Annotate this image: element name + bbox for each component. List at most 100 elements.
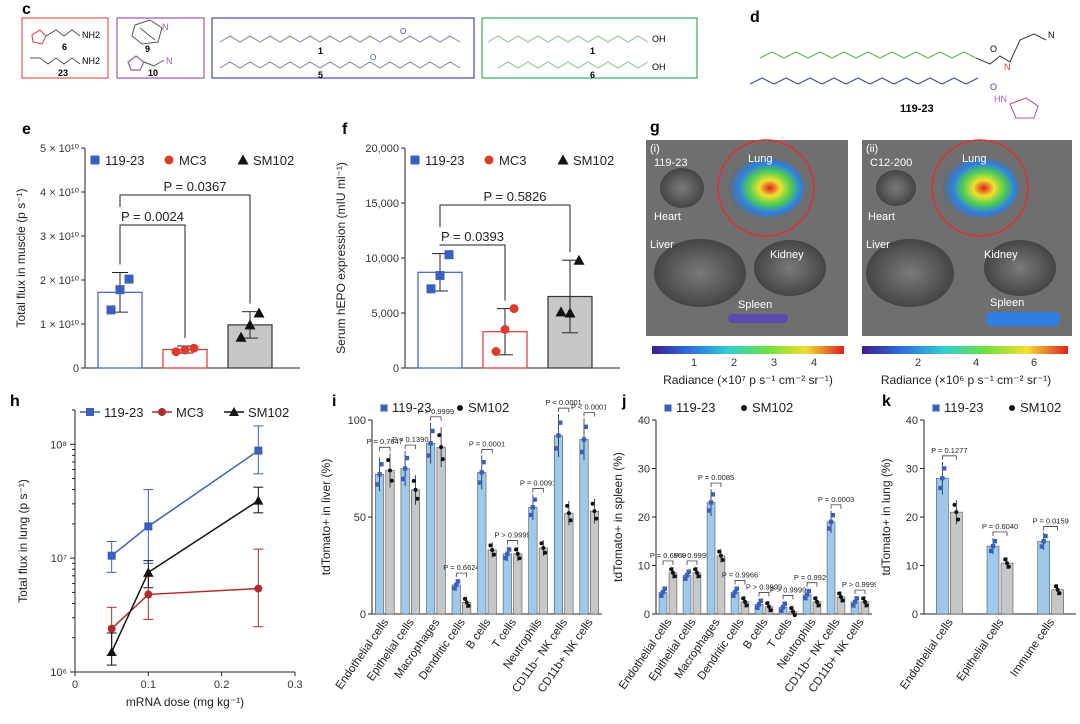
g1-tick: 4	[811, 357, 817, 369]
data-point	[693, 567, 698, 572]
data-point	[941, 466, 947, 471]
legend-label: MC3	[179, 153, 206, 168]
panel-g-label: g	[650, 119, 660, 136]
significance-bracket	[119, 224, 186, 338]
legend-label: 119-23	[425, 153, 465, 168]
panel-i: i 0 50 100 tdTomato+ in liver (%) 119-23 SM10…	[310, 392, 607, 719]
data-point	[543, 550, 548, 555]
panel-c-svg: c NH2 6 NH2 23 N 9 N 10 O 1 O 5 OH 1 OH …	[21, 1, 698, 80]
data-point	[573, 254, 585, 265]
panel-f: f 0 5,000 10,000 15,000 20,000 Serum hEPO exp…	[320, 120, 640, 380]
amine-nh2-1: NH2	[82, 30, 100, 40]
data-point	[386, 458, 391, 463]
data-point	[813, 596, 818, 601]
data-point	[780, 605, 786, 610]
acid-chain	[759, 51, 977, 59]
isocyanide-box	[116, 17, 205, 79]
data-point	[490, 547, 495, 552]
panel-h-label: h	[10, 393, 20, 410]
panel-i-label: i	[332, 393, 336, 410]
legend-label: SM102	[253, 153, 294, 168]
adamantane-shape	[131, 19, 163, 45]
data-point	[814, 599, 819, 604]
legend-marker	[557, 154, 569, 165]
data-point	[768, 608, 773, 613]
legend-marker	[457, 405, 463, 411]
data-point	[506, 547, 512, 552]
data-point	[426, 284, 436, 294]
y-tick-label: 4 × 10¹⁰	[40, 187, 80, 199]
legend-label: 119-23	[104, 405, 144, 420]
data-point	[107, 624, 116, 633]
legend-marker	[1009, 405, 1015, 411]
data-point	[708, 500, 714, 505]
data-point	[861, 596, 866, 601]
data-point	[413, 487, 418, 492]
data-point	[556, 433, 561, 438]
bar-119-23	[579, 439, 589, 615]
bar-SM102	[692, 572, 702, 615]
data-point	[517, 556, 522, 561]
data-point	[404, 455, 410, 461]
data-point	[401, 476, 406, 482]
data-point	[253, 307, 265, 318]
significance-bracket	[854, 589, 866, 595]
x-tick-label: 0.3	[287, 679, 302, 691]
panel-f-label: f	[342, 121, 348, 138]
significance-bracket	[404, 444, 416, 450]
p-value: P < 0.0001	[545, 398, 581, 407]
significance-bracket	[1043, 526, 1059, 531]
panel-j-label: j	[621, 393, 626, 410]
g1-lung	[728, 158, 804, 218]
legend-marker	[932, 404, 940, 412]
g2-kidney-label: Kidney	[984, 249, 1018, 261]
data-point	[491, 347, 501, 356]
ester-o-2: O	[370, 53, 376, 62]
data-point	[435, 271, 445, 281]
data-point	[509, 304, 519, 314]
significance-bracket	[806, 582, 818, 587]
p-value: P > 0.9999	[418, 407, 454, 416]
p-value: P = 0.0024	[121, 209, 184, 224]
data-point	[940, 476, 945, 481]
y-tick-label: 20	[638, 512, 650, 524]
g1-liver-label: Liver	[650, 239, 674, 251]
data-point	[707, 508, 712, 513]
data-point	[1055, 587, 1060, 592]
aldehyde-box	[211, 17, 475, 79]
p-value: P = 0.5826	[483, 189, 546, 204]
data-point	[672, 574, 677, 579]
data-point	[539, 541, 544, 546]
data-point	[1057, 591, 1062, 596]
data-point	[694, 570, 699, 575]
panel-d: d N O N O HN 119-23	[700, 0, 1080, 120]
y-tick-label: 1 × 10¹⁰	[40, 319, 80, 331]
significance-bracket	[662, 560, 674, 565]
data-point	[115, 285, 125, 295]
category-label: B cells	[464, 617, 493, 652]
data-point	[864, 603, 869, 608]
legend-marker	[237, 154, 249, 165]
data-point	[717, 549, 722, 554]
data-point	[696, 574, 701, 579]
chart-e: e 0 1 × 10¹⁰ 2 × 10¹⁰ 3 × 10¹⁰ 4 × 10¹⁰ 5 × 1…	[14, 121, 300, 375]
legend-label: 119-23	[944, 400, 984, 415]
acid-oh-1: OH	[652, 34, 666, 44]
g1-bar-label: Radiance (×10⁷ p s⁻¹ cm⁻² sr⁻¹)	[663, 373, 833, 387]
bar-SM102	[513, 553, 523, 615]
bar-SM102	[411, 489, 421, 615]
data-point	[144, 522, 153, 531]
bar-119-23	[375, 474, 385, 615]
data-point	[659, 593, 664, 598]
panel-e-label: e	[22, 121, 31, 138]
legend-marker	[86, 408, 94, 416]
data-point	[477, 480, 483, 485]
bar-119-23	[528, 507, 538, 615]
d-hn: HN	[994, 94, 1007, 104]
legend-label: SM102	[573, 153, 614, 168]
p-value: P = 0.0367	[163, 179, 226, 194]
data-point	[1041, 539, 1046, 544]
amine-box	[21, 17, 109, 79]
data-point	[565, 503, 570, 508]
data-point	[106, 646, 117, 656]
